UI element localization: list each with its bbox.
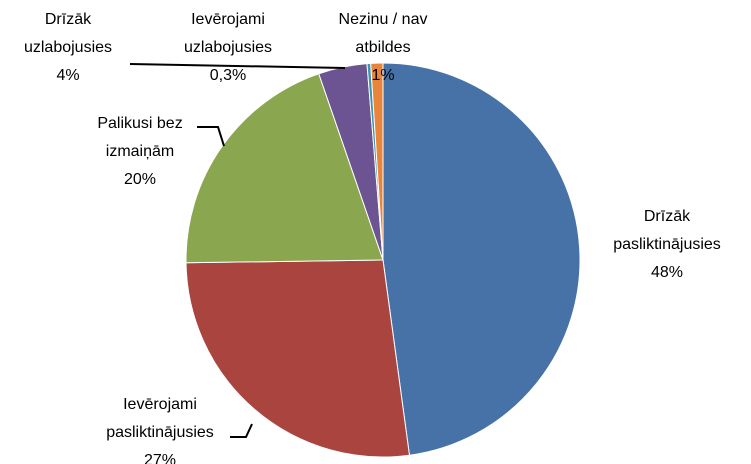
- value-label: 0,3%: [209, 67, 247, 84]
- pie-slice: [185, 259, 411, 458]
- pie-slice: [382, 62, 581, 456]
- slice-label: Ievērojami uzlabojusies 0,3%: [168, 6, 288, 90]
- slice-label: Drīzāk pasliktinājusies 48%: [592, 203, 742, 287]
- value-label: 1%: [371, 67, 395, 84]
- slice-label: Nezinu / nav atbildes 1%: [333, 6, 433, 90]
- leader-line: [129, 63, 346, 69]
- category-label: Ievērojami pasliktinājusies: [106, 396, 214, 441]
- value-label: 20%: [123, 171, 157, 188]
- slice-label: Drīzāk uzlabojusies 4%: [13, 6, 123, 90]
- leader-lines: [129, 63, 346, 438]
- pie-slice: [185, 73, 384, 264]
- slice-label: Palikusi bez izmaiņām 20%: [75, 110, 205, 194]
- value-label: 4%: [56, 67, 80, 84]
- value-label: 27%: [143, 452, 177, 464]
- leader-line: [230, 423, 253, 438]
- category-label: Ievērojami uzlabojusies: [183, 11, 273, 56]
- category-label: Palikusi bez izmaiņām: [97, 115, 183, 160]
- leader-line: [197, 126, 225, 147]
- value-label: 48%: [650, 264, 684, 281]
- category-label: Drīzāk pasliktinājusies: [613, 208, 721, 253]
- slice-label: Ievērojami pasliktinājusies 27%: [85, 391, 235, 464]
- category-label: Nezinu / nav atbildes: [338, 11, 428, 56]
- category-label: Drīzāk uzlabojusies: [23, 11, 113, 56]
- pie-slice: [370, 62, 384, 261]
